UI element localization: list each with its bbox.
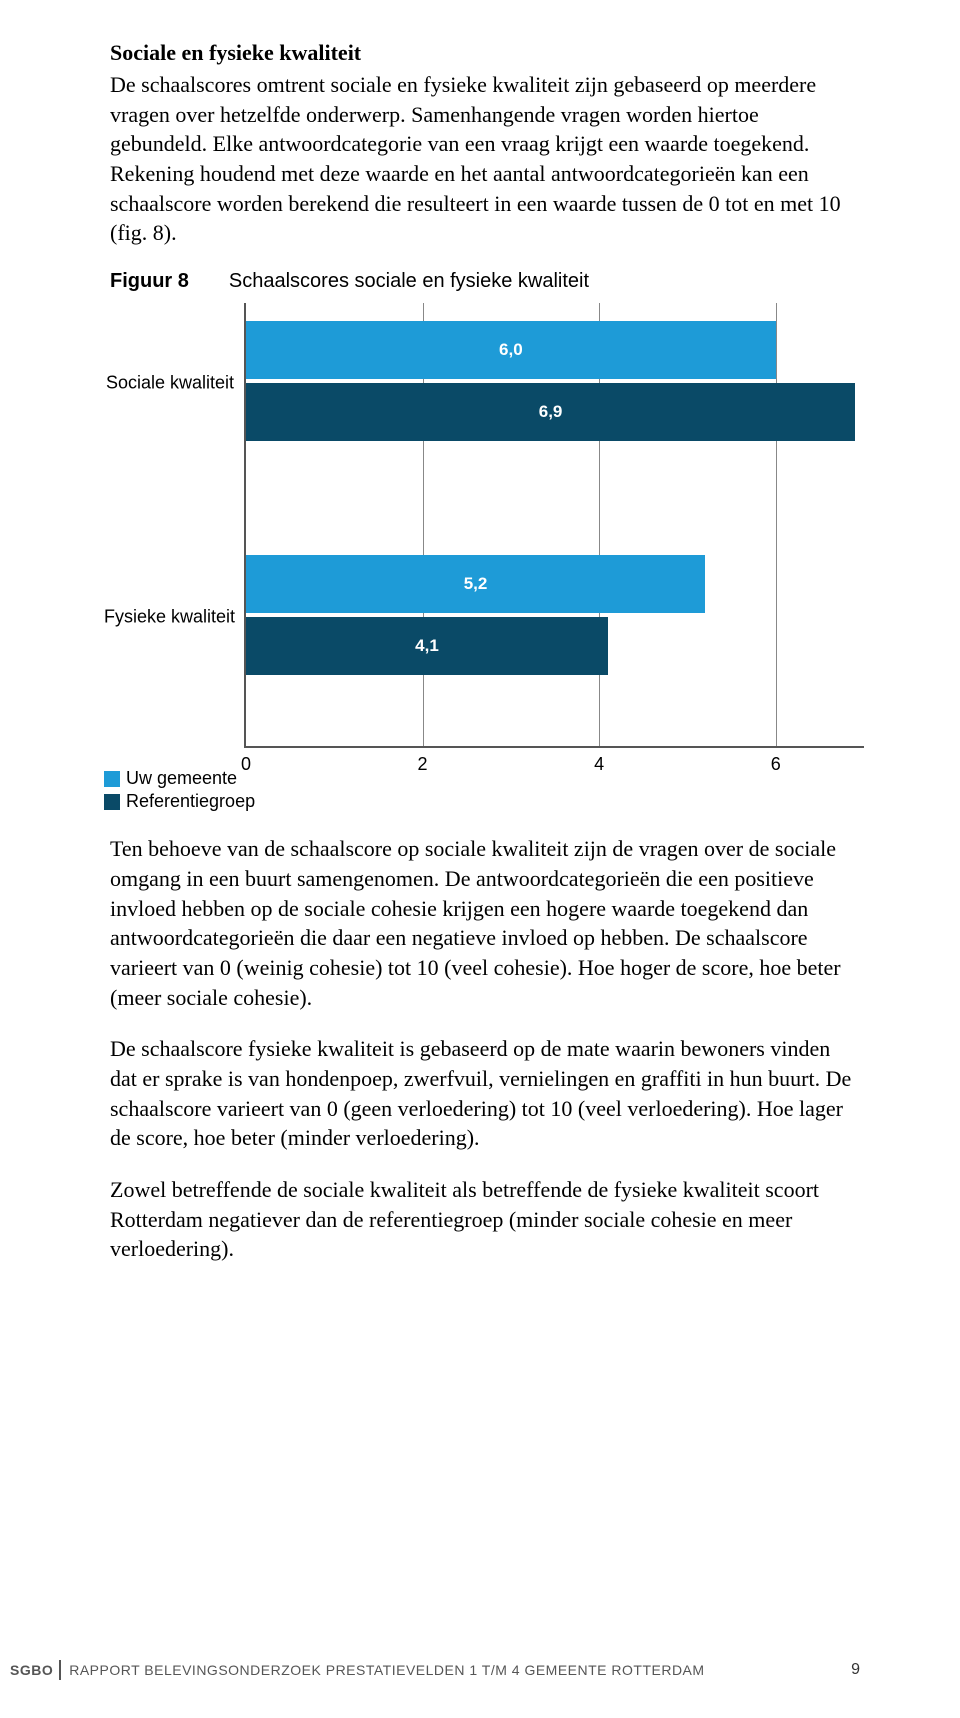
chart-bar-value-label: 5,2 bbox=[464, 574, 488, 594]
chart-bar: 4,1 bbox=[246, 617, 608, 675]
footer-brand: SGBO bbox=[0, 1660, 61, 1680]
chart-bar-group: Fysieke kwaliteit5,24,1 bbox=[246, 555, 864, 679]
chart-bar: 6,9 bbox=[246, 383, 855, 441]
footer-page-number: 9 bbox=[851, 1661, 960, 1679]
chart-bar: 6,0 bbox=[246, 321, 776, 379]
chart-plot-area: 0246Sociale kwaliteit6,06,9Fysieke kwali… bbox=[244, 303, 864, 748]
chart-bar-value-label: 4,1 bbox=[415, 636, 439, 656]
footer-report-title: RAPPORT BELEVINGSONDERZOEK PRESTATIEVELD… bbox=[61, 1662, 851, 1678]
paragraph-2: Ten behoeve van de schaalscore op social… bbox=[110, 834, 860, 1012]
figure-label: Figuur 8 bbox=[110, 270, 189, 293]
chart-legend-item: Uw gemeente bbox=[104, 768, 255, 789]
chart-legend-label: Uw gemeente bbox=[126, 768, 237, 789]
section-heading: Sociale en fysieke kwaliteit bbox=[110, 40, 860, 66]
chart-legend-label: Referentiegroep bbox=[126, 791, 255, 812]
chart-legend: Uw gemeenteReferentiegroep bbox=[104, 768, 255, 814]
chart-category-label: Sociale kwaliteit bbox=[104, 373, 234, 394]
paragraph-3: De schaalscore fysieke kwaliteit is geba… bbox=[110, 1034, 860, 1153]
chart-bar-value-label: 6,9 bbox=[539, 402, 563, 422]
chart-legend-swatch bbox=[104, 771, 120, 787]
chart-category-label: Fysieke kwaliteit bbox=[104, 607, 234, 628]
chart-bar: 5,2 bbox=[246, 555, 705, 613]
paragraph-4: Zowel betreffende de sociale kwaliteit a… bbox=[110, 1175, 860, 1264]
chart-bar-group: Sociale kwaliteit6,06,9 bbox=[246, 321, 864, 445]
figure-title: Schaalscores sociale en fysieke kwalitei… bbox=[229, 270, 589, 293]
intro-paragraph: De schaalscores omtrent sociale en fysie… bbox=[110, 70, 860, 248]
page-footer: SGBO RAPPORT BELEVINGSONDERZOEK PRESTATI… bbox=[0, 1660, 960, 1680]
chart-x-tick-label: 4 bbox=[594, 754, 604, 775]
bar-chart: 0246Sociale kwaliteit6,06,9Fysieke kwali… bbox=[104, 303, 864, 808]
chart-legend-swatch bbox=[104, 794, 120, 810]
chart-legend-item: Referentiegroep bbox=[104, 791, 255, 812]
chart-bar-value-label: 6,0 bbox=[499, 340, 523, 360]
figure-header: Figuur 8 Schaalscores sociale en fysieke… bbox=[110, 270, 860, 293]
chart-x-tick-label: 2 bbox=[418, 754, 428, 775]
chart-x-tick-label: 6 bbox=[771, 754, 781, 775]
